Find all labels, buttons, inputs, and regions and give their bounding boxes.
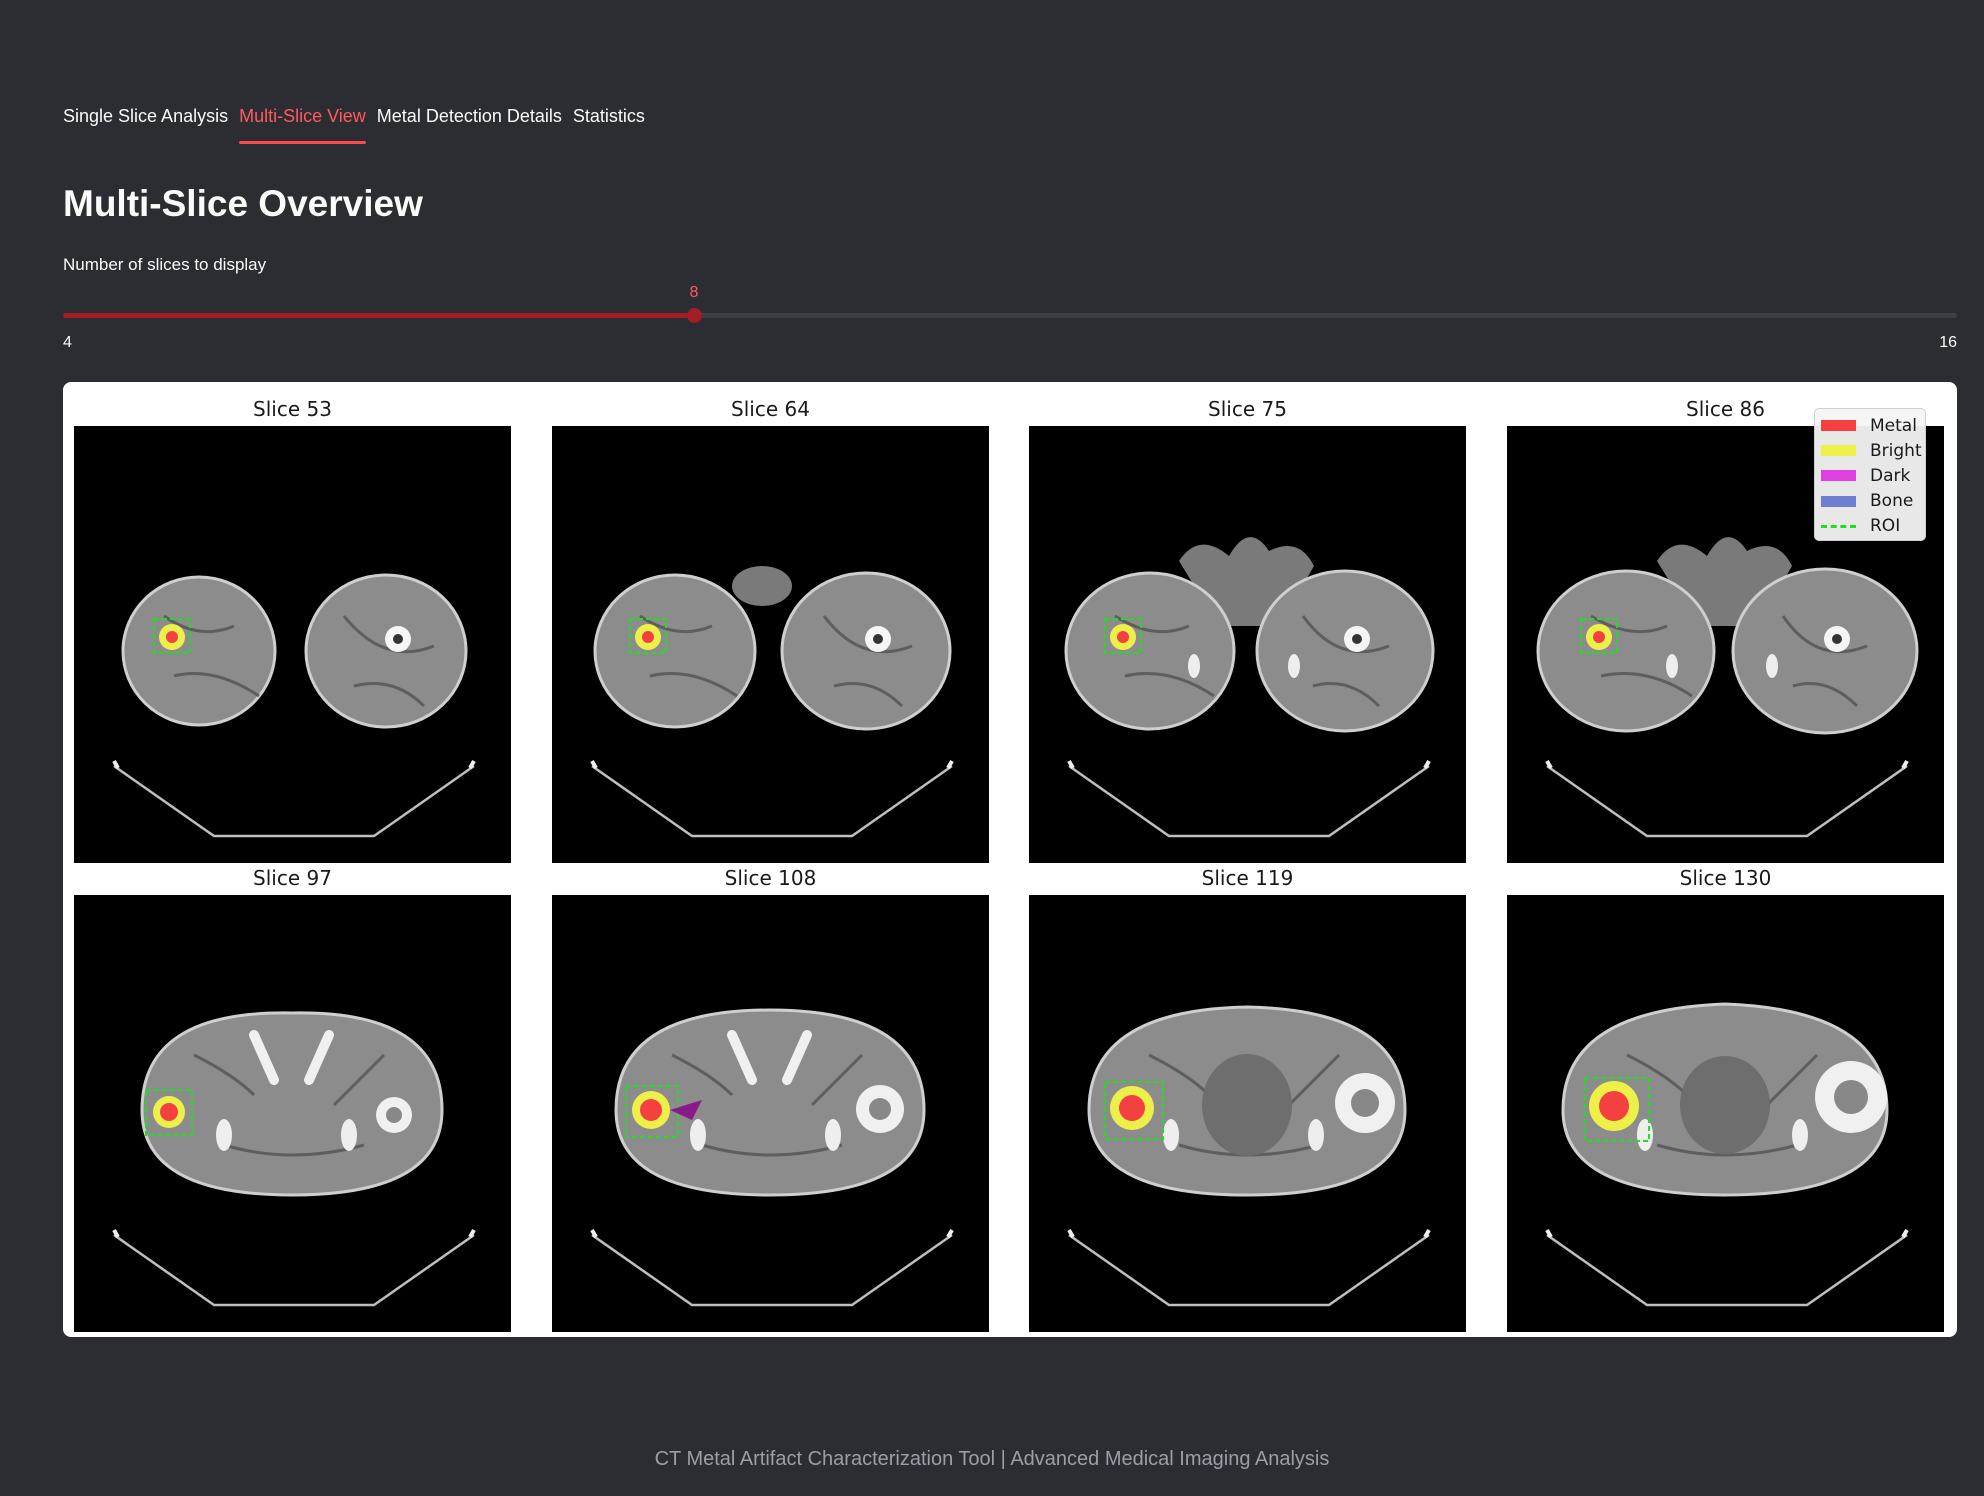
legend-swatch-bright	[1821, 445, 1856, 457]
slider-value: 8	[689, 284, 699, 301]
legend-item-bone: Bone	[1815, 489, 1925, 514]
slice-panel: Slice 97	[74, 858, 511, 1332]
figure-legend: Metal Bright Dark Bone ROI	[1814, 408, 1926, 541]
slice-panel: Slice 86	[1507, 389, 1944, 863]
legend-label: Bone	[1870, 491, 1914, 512]
tab-metal-detection-details[interactable]: Metal Detection Details	[376, 106, 562, 126]
slice-title: Slice 130	[1679, 866, 1772, 890]
page-title: Multi-Slice Overview	[63, 183, 423, 224]
footer-text: CT Metal Artifact Characterization Tool …	[654, 1448, 1330, 1470]
slider-max-label: 16	[1939, 334, 1957, 351]
slice-title: Slice 75	[1208, 397, 1287, 421]
legend-swatch-metal	[1821, 420, 1856, 432]
legend-item-roi: ROI	[1815, 514, 1925, 539]
slider-min-label: 4	[63, 334, 72, 351]
slice-title: Slice 119	[1201, 866, 1294, 890]
legend-swatch-dark	[1821, 470, 1856, 482]
legend-swatch-bone	[1821, 495, 1856, 507]
ct-slice-image	[1507, 895, 1944, 1332]
legend-item-bright: Bright	[1815, 438, 1925, 463]
tab-bar: Single Slice Analysis Multi-Slice View M…	[63, 100, 645, 146]
slider-track[interactable]	[63, 313, 1957, 318]
slice-title: Slice 86	[1686, 397, 1765, 421]
legend-label: Dark	[1870, 465, 1911, 486]
ct-slice-image	[552, 895, 989, 1332]
tab-single-slice-analysis[interactable]: Single Slice Analysis	[63, 106, 229, 126]
slice-count-slider[interactable]: 8 4 16	[63, 284, 1957, 366]
legend-swatch-roi	[1821, 524, 1856, 528]
slice-panel: Slice 119	[1029, 858, 1466, 1332]
slice-panel: Slice 75	[1029, 389, 1466, 863]
ct-slice-image	[1507, 426, 1944, 863]
slider-thumb[interactable]	[687, 308, 702, 323]
slice-title: Slice 97	[253, 866, 332, 890]
ct-slice-image	[1029, 426, 1466, 863]
tab-statistics[interactable]: Statistics	[572, 106, 645, 126]
legend-item-dark: Dark	[1815, 463, 1925, 488]
legend-label: Metal	[1870, 415, 1917, 436]
slice-panel: Slice 53	[74, 389, 511, 863]
slice-panel: Slice 130	[1507, 858, 1944, 1332]
legend-label: Bright	[1870, 440, 1922, 461]
slice-title: Slice 108	[724, 866, 817, 890]
ct-slice-image	[1029, 895, 1466, 1332]
slice-panel: Slice 64	[552, 389, 989, 863]
slider-fill	[63, 313, 694, 318]
ct-slice-image	[552, 426, 989, 863]
legend-item-metal: Metal	[1815, 413, 1925, 438]
ct-slice-image	[74, 426, 511, 863]
legend-label: ROI	[1870, 516, 1901, 537]
slider-label: Number of slices to display	[63, 255, 267, 274]
tab-multi-slice-view[interactable]: Multi-Slice View	[239, 100, 366, 144]
slice-title: Slice 64	[731, 397, 810, 421]
slice-panel: Slice 108	[552, 858, 989, 1332]
slice-title: Slice 53	[253, 397, 332, 421]
ct-slice-image	[74, 895, 511, 1332]
